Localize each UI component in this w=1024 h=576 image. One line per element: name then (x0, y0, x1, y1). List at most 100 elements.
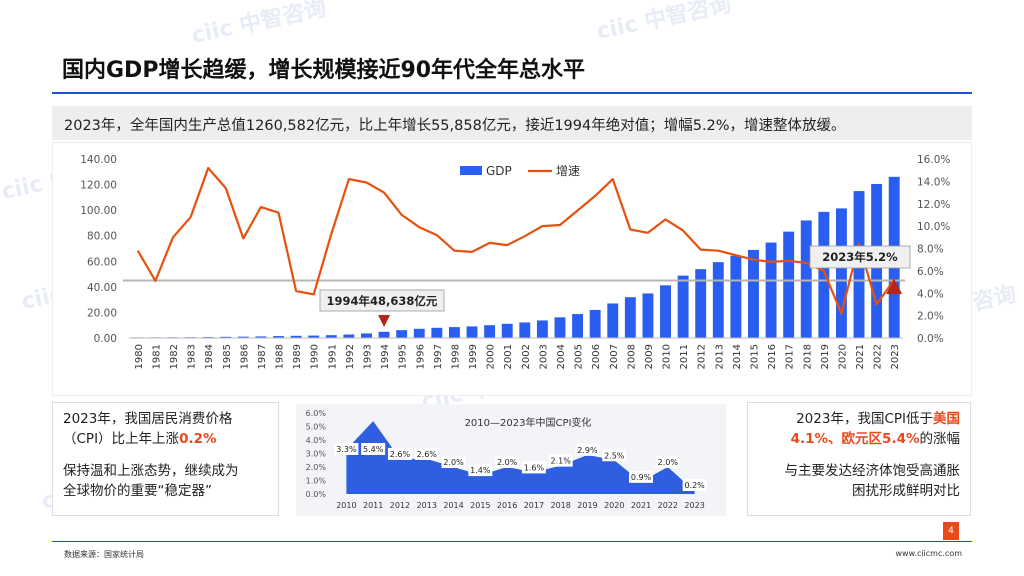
x-tick-label: 1991 (327, 344, 338, 369)
cpi-data-label-bg (334, 443, 359, 455)
page-number: 4 (943, 522, 959, 540)
x-tick-label: 1996 (415, 344, 426, 369)
comparison-highlight: 4.1%、欧元区5.4% (790, 431, 920, 447)
cpi-value-highlight: 0.2% (179, 431, 217, 447)
x-tick-label: 2014 (732, 344, 743, 369)
x-tick-label: 2013 (714, 344, 725, 369)
gdp-bar (748, 249, 759, 338)
legend-gdp-label: GDP (486, 164, 512, 178)
cpi-x-tick-label: 2016 (497, 501, 517, 510)
cpi-y-tick-label: 4.0% (306, 436, 327, 445)
y-left-tick-label: 0.00 (94, 333, 117, 345)
gdp-bar (589, 309, 601, 338)
y-right-tick-label: 0.0% (917, 333, 944, 345)
gdp-bar (730, 255, 742, 338)
x-tick-label: 1993 (362, 344, 373, 369)
cpi-x-tick-label: 2011 (363, 501, 383, 510)
x-tick-label: 2007 (609, 344, 620, 369)
cpi-y-tick-label: 5.0% (306, 423, 327, 432)
y-right-tick-label: 4.0% (917, 288, 944, 300)
x-tick-label: 1983 (187, 344, 198, 369)
y-right-tick-label: 2.0% (917, 311, 944, 323)
gdp-bar (642, 293, 654, 338)
cpi-area (346, 421, 695, 494)
gdp-bar (712, 262, 724, 338)
gdp-bar (290, 335, 302, 338)
gdp-bar (361, 333, 372, 338)
x-tick-label: 2009 (644, 344, 655, 369)
cpi-data-label: 2.0% (443, 458, 464, 467)
x-tick-label: 1985 (222, 344, 233, 369)
y-left-tick-label: 80.00 (87, 231, 117, 243)
cpi-data-label: 2.0% (497, 458, 518, 467)
y-left-tick-label: 40.00 (87, 282, 117, 294)
x-tick-label: 1990 (310, 344, 321, 369)
gdp-bar (818, 211, 830, 338)
gdp-bar (554, 317, 566, 338)
gdp-bar (396, 330, 408, 338)
x-tick-label: 2022 (873, 344, 884, 369)
gdp-bar (484, 325, 496, 338)
cpi-data-label: 0.9% (631, 473, 652, 482)
x-tick-label: 1994 (380, 344, 391, 369)
gdp-bar (343, 334, 355, 338)
x-tick-label: 2021 (855, 344, 866, 369)
cpi-note-line: 全球物价的重要“稳定器” (63, 483, 212, 499)
y-left-tick-label: 20.00 (87, 307, 117, 319)
cpi-data-label: 2.1% (551, 457, 572, 466)
gdp-bar (308, 335, 320, 338)
x-tick-label: 2011 (679, 344, 690, 369)
cpi-data-label: 2.5% (604, 451, 625, 460)
cpi-y-tick-label: 3.0% (306, 450, 327, 459)
cpi-chart-title: 2010—2023年中国CPI变化 (465, 416, 592, 429)
gdp-bar (325, 335, 337, 338)
y-right-tick-label: 6.0% (917, 266, 944, 278)
legend-gdp-swatch (460, 166, 482, 175)
website-url: www.ciicmc.com (895, 549, 963, 558)
y-left-tick-label: 100.00 (80, 205, 117, 217)
gdp-bar (519, 322, 531, 338)
gdp-bar (431, 327, 443, 338)
y-right-tick-label: 16.0% (917, 154, 950, 166)
cpi-y-tick-label: 6.0% (306, 409, 327, 418)
cpi-data-label-bg (387, 447, 412, 460)
annotation-2023-box (809, 245, 911, 269)
y-left-tick-label: 140.00 (80, 154, 117, 166)
x-tick-label: 2012 (697, 344, 708, 369)
cpi-data-label-bg (575, 443, 600, 456)
x-tick-label: 2004 (556, 344, 567, 369)
growth-rate-line (136, 166, 896, 315)
cpi-x-tick-label: 2015 (470, 501, 490, 510)
cpi-y-tick-label: 0.0% (306, 490, 327, 499)
gdp-bar (607, 303, 619, 338)
cpi-data-label: 0.2% (684, 481, 705, 490)
cpi-note-line: 2023年，我国居民消费价格 (63, 411, 233, 427)
comparison-line: 的涨幅 (919, 431, 961, 447)
x-tick-label: 2015 (749, 344, 760, 369)
cpi-data-label: 1.6% (524, 463, 545, 472)
comparison-line: 与主要发达经济体饱受高通胀 (784, 463, 961, 479)
comparison-note-box: 2023年，我国CPI低于美国 4.1%、欧元区5.4%的涨幅 与主要发达经济体… (747, 402, 971, 516)
data-source: 数据来源：国家统计局 (64, 550, 144, 559)
cpi-x-tick-label: 2012 (390, 501, 410, 510)
cpi-x-tick-label: 2022 (658, 501, 678, 510)
x-tick-label: 1999 (468, 344, 479, 369)
cpi-x-tick-label: 2018 (550, 501, 570, 510)
gdp-bar (572, 314, 584, 338)
x-tick-label: 2002 (521, 344, 532, 369)
annotation-1994-label: 1994年48,638亿元 (327, 294, 438, 308)
cpi-note-line: 保持温和上涨态势，继续成为 (63, 463, 239, 479)
cpi-data-label-bg (629, 470, 654, 483)
y-right-tick-label: 14.0% (917, 176, 950, 188)
y-left-tick-label: 120.00 (80, 180, 117, 192)
x-tick-label: 2018 (802, 344, 813, 369)
annotation-2023-label: 2023年5.2% (822, 250, 898, 264)
cpi-data-label: 2.0% (658, 458, 679, 467)
cpi-area-chart: 0.0% 1.0% 2.0% 3.0% 4.0% 5.0% 6.0% 2010—2023年中国… (296, 404, 726, 516)
x-tick-label: 2006 (591, 344, 602, 369)
cpi-x-tick-label: 2019 (577, 501, 597, 510)
page-title: 国内GDP增长趋缓，增长规模接近90年代全年总水平 (62, 58, 586, 83)
cpi-note-box: 2023年，我国居民消费价格 （CPI）比上年上涨0.2% 保持温和上涨态势，继… (52, 402, 279, 516)
y-right-tick-label: 10.0% (917, 221, 950, 233)
gdp-bar (783, 231, 795, 338)
